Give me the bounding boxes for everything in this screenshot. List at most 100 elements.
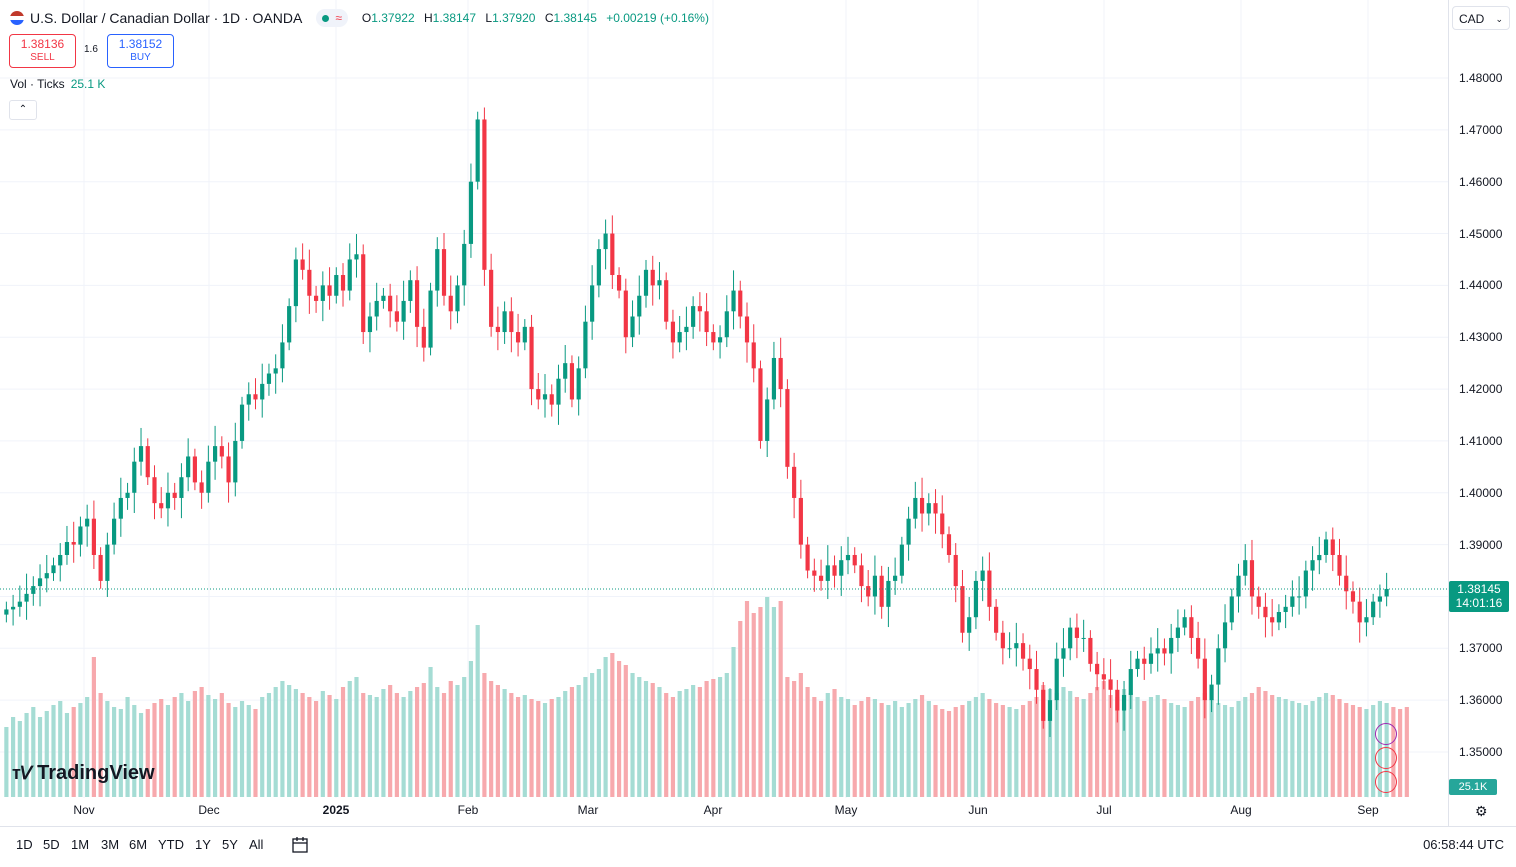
clock[interactable]: 06:58:44 UTC bbox=[1423, 837, 1504, 852]
candle-body[interactable] bbox=[280, 342, 285, 369]
candle-body[interactable] bbox=[206, 461, 211, 493]
candle-body[interactable] bbox=[1256, 596, 1261, 607]
candle-body[interactable] bbox=[758, 368, 763, 441]
candle-body[interactable] bbox=[239, 404, 245, 441]
candle-body[interactable] bbox=[1162, 648, 1167, 654]
candle-body[interactable] bbox=[738, 290, 743, 317]
candle-body[interactable] bbox=[960, 586, 965, 633]
candle-body[interactable] bbox=[98, 554, 103, 581]
candle-body[interactable] bbox=[388, 295, 393, 312]
candle-body[interactable] bbox=[569, 363, 575, 400]
candle-body[interactable] bbox=[1088, 637, 1093, 664]
candle-body[interactable] bbox=[138, 446, 144, 462]
timeframe-button[interactable]: 1M bbox=[71, 837, 90, 852]
candle-body[interactable] bbox=[1270, 617, 1275, 623]
candle-body[interactable] bbox=[1371, 601, 1376, 618]
candle-body[interactable] bbox=[1297, 596, 1302, 598]
candle-body[interactable] bbox=[724, 311, 729, 338]
time-axis[interactable]: Nov Dec 2025 Feb Mar Apr May Jun Jul Aug Sep bbox=[0, 798, 1448, 824]
candle-body[interactable] bbox=[118, 497, 123, 519]
candle-body[interactable] bbox=[818, 575, 824, 581]
candle-body[interactable] bbox=[825, 565, 830, 581]
candle-body[interactable] bbox=[462, 243, 467, 286]
collapse-indicators-button[interactable]: ⌃ bbox=[9, 100, 37, 120]
candle-body[interactable] bbox=[583, 321, 588, 369]
candle-body[interactable] bbox=[105, 544, 110, 581]
candle-body[interactable] bbox=[886, 580, 891, 607]
candle-body[interactable] bbox=[475, 119, 480, 182]
candle-body[interactable] bbox=[441, 249, 447, 296]
candle-body[interactable] bbox=[1243, 560, 1248, 576]
candle-body[interactable] bbox=[643, 269, 649, 296]
candle-body[interactable] bbox=[1047, 700, 1053, 721]
candle-body[interactable] bbox=[51, 565, 56, 574]
candle-body[interactable] bbox=[408, 280, 413, 301]
chart-area[interactable]: U.S. Dollar / Canadian Dollar · 1D · OAN… bbox=[0, 0, 1448, 798]
candle-body[interactable] bbox=[973, 580, 979, 618]
candle-body[interactable] bbox=[515, 332, 521, 343]
candle-body[interactable] bbox=[522, 326, 527, 343]
candle-body[interactable] bbox=[1068, 627, 1073, 649]
candle-body[interactable] bbox=[448, 295, 453, 312]
candle-body[interactable] bbox=[489, 269, 494, 327]
candle-body[interactable] bbox=[1229, 596, 1234, 623]
candle-body[interactable] bbox=[246, 394, 251, 405]
candle-body[interactable] bbox=[1283, 606, 1288, 613]
candle-body[interactable] bbox=[394, 311, 399, 322]
candle-body[interactable] bbox=[697, 306, 702, 312]
candle-body[interactable] bbox=[940, 513, 945, 535]
candle-body[interactable] bbox=[502, 311, 507, 333]
timeframe-button[interactable]: 1D bbox=[16, 837, 33, 852]
candle-body[interactable] bbox=[785, 389, 790, 467]
candle-body[interactable] bbox=[1007, 648, 1012, 650]
candle-body[interactable] bbox=[1081, 637, 1086, 639]
candle-body[interactable] bbox=[994, 606, 999, 633]
candle-body[interactable] bbox=[192, 456, 197, 483]
candle-body[interactable] bbox=[125, 492, 130, 498]
candle-body[interactable] bbox=[590, 285, 595, 322]
candle-body[interactable] bbox=[805, 544, 810, 571]
candle-body[interactable] bbox=[71, 542, 76, 545]
candle-body[interactable] bbox=[233, 440, 238, 483]
candle-body[interactable] bbox=[765, 399, 770, 441]
candle-body[interactable] bbox=[266, 373, 272, 384]
timeframe-button[interactable]: YTD bbox=[158, 837, 184, 852]
candle-body[interactable] bbox=[859, 565, 864, 587]
candle-body[interactable] bbox=[64, 542, 70, 555]
candle-body[interactable] bbox=[1202, 658, 1207, 701]
candle-body[interactable] bbox=[468, 181, 474, 244]
candle-body[interactable] bbox=[401, 300, 406, 322]
candle-body[interactable] bbox=[893, 575, 898, 581]
candle-body[interactable] bbox=[381, 295, 386, 301]
candle-body[interactable] bbox=[987, 570, 992, 607]
candle-body[interactable] bbox=[1034, 669, 1039, 690]
candle-body[interactable] bbox=[24, 593, 29, 602]
market-status-pill[interactable]: ≈ bbox=[316, 9, 348, 27]
candle-body[interactable] bbox=[186, 456, 191, 478]
candle-body[interactable] bbox=[287, 306, 292, 343]
candle-body[interactable] bbox=[778, 357, 783, 390]
timeframe-button[interactable]: All bbox=[249, 837, 264, 852]
candle-body[interactable] bbox=[798, 497, 803, 545]
candle-body[interactable] bbox=[1222, 622, 1228, 649]
candle-body[interactable] bbox=[1310, 560, 1315, 571]
candle-body[interactable] bbox=[1142, 658, 1147, 664]
candle-body[interactable] bbox=[812, 570, 817, 576]
candle-body[interactable] bbox=[1148, 653, 1154, 664]
candle-body[interactable] bbox=[650, 269, 655, 286]
candle-body[interactable] bbox=[657, 280, 662, 286]
candle-body[interactable] bbox=[771, 357, 777, 400]
candle-body[interactable] bbox=[112, 518, 117, 545]
candle-body[interactable] bbox=[684, 326, 689, 333]
currency-selector[interactable]: CAD ⌄ bbox=[1452, 6, 1510, 30]
candle-body[interactable] bbox=[1377, 596, 1382, 602]
candle-body[interactable] bbox=[556, 378, 561, 405]
candle-body[interactable] bbox=[1330, 539, 1335, 555]
timeframe-button[interactable]: 6M bbox=[129, 837, 148, 852]
candle-body[interactable] bbox=[1290, 596, 1295, 607]
candle-body[interactable] bbox=[132, 461, 137, 493]
candle-body[interactable] bbox=[300, 259, 305, 270]
candle-body[interactable] bbox=[623, 290, 628, 338]
candle-body[interactable] bbox=[340, 275, 346, 291]
candle-body[interactable] bbox=[1101, 674, 1106, 680]
